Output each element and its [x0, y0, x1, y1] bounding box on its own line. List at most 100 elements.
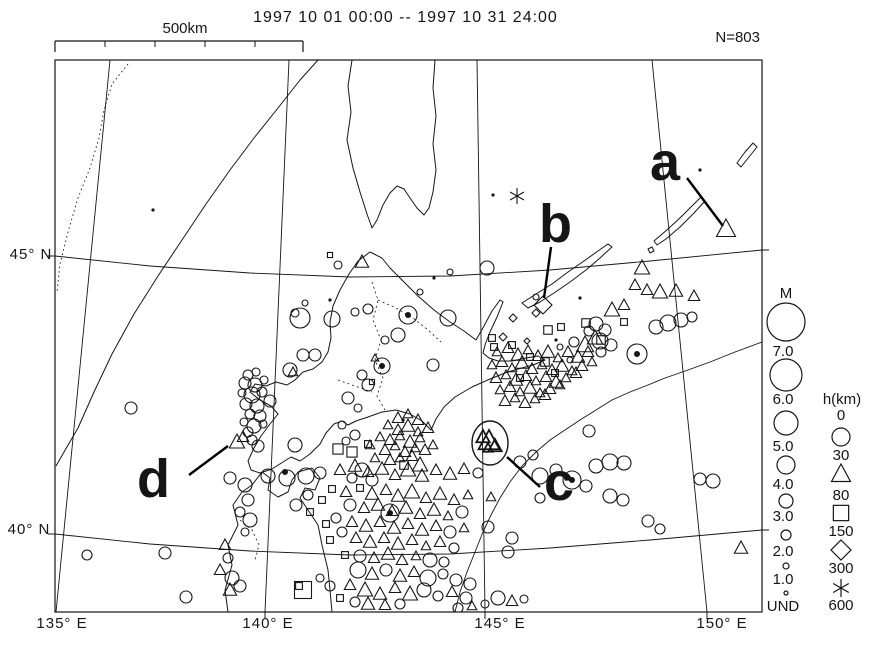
event-epicenter-square — [557, 323, 565, 331]
legend-m-label: 6.0 — [772, 391, 794, 408]
event-epicenter-circle — [179, 590, 193, 604]
event-epicenter-square — [368, 378, 376, 386]
event-epicenter-triangle — [379, 482, 393, 496]
event-epicenter-triangle — [505, 593, 519, 607]
event-epicenter-circle — [240, 527, 250, 537]
event-epicenter-circle — [598, 323, 612, 337]
event-epicenter-circle — [244, 408, 256, 420]
event-epicenter-triangle — [382, 418, 394, 430]
event-epicenter-square — [293, 580, 313, 600]
event-epicenter-dot — [432, 276, 436, 280]
lon-label-140e: 140° E — [242, 615, 294, 632]
event-epicenter-triangle — [447, 492, 461, 506]
event-epicenter-circle — [297, 467, 315, 485]
event-epicenter-triangle — [377, 530, 391, 544]
event-epicenter-triangle — [628, 277, 642, 291]
event-epicenter-triangle — [402, 433, 418, 448]
event-epicenter-circle — [222, 552, 234, 564]
event-epicenter-triangle — [383, 432, 397, 446]
event-epicenter-square — [551, 369, 559, 377]
event-epicenter-circle — [350, 307, 360, 317]
event-epicenter-triangle — [529, 392, 541, 404]
event-epicenter-triangle — [510, 346, 526, 361]
event-epicenter-square — [332, 443, 344, 455]
event-epicenter-triangle — [575, 358, 589, 372]
event-epicenter-triangle — [398, 444, 412, 458]
legend-magnitude-circle — [780, 529, 792, 541]
event-epicenter-circle — [238, 376, 252, 390]
event-epicenter-circle — [583, 325, 595, 337]
legend-m-label: 3.0 — [772, 508, 794, 525]
event-epicenter-triangle — [530, 374, 542, 386]
legend-magnitude-circle — [769, 358, 803, 392]
event-epicenter-circle — [693, 472, 707, 486]
event-epicenter-triangle — [403, 482, 421, 499]
event-epicenter-circle — [659, 314, 677, 332]
event-epicenter-circle — [259, 375, 269, 385]
event-epicenter-triangle — [429, 462, 443, 476]
legend-depth-label: 300 — [828, 560, 854, 577]
event-epicenter-circle — [336, 526, 348, 538]
event-epicenter-triangle — [457, 461, 471, 475]
event-epicenter-triangle — [687, 288, 701, 302]
event-epicenter-circle — [562, 470, 582, 490]
event-epicenter-triangle — [218, 537, 232, 551]
event-epicenter-triangle — [426, 501, 442, 516]
event-epicenter-triangle — [402, 407, 414, 419]
event-epicenter-triangle — [432, 485, 448, 500]
event-count: N=803 — [715, 29, 760, 46]
legend-m-label: 7.0 — [772, 343, 794, 360]
legend-m-label: 1.0 — [772, 571, 794, 588]
annotation-pointer-d — [188, 445, 229, 476]
event-epicenter-circle — [343, 498, 357, 512]
event-epicenter-triangle — [419, 490, 433, 504]
event-epicenter-triangle — [405, 448, 419, 462]
event-epicenter-triangle — [481, 441, 495, 453]
lat-label-45n: 45° N — [9, 246, 53, 263]
event-epicenter-circle — [455, 505, 469, 519]
coastline-dotted — [56, 63, 129, 293]
legend-depth-label: 0 — [836, 407, 846, 424]
event-epicenter-triangle — [395, 552, 409, 566]
event-epicenter-circle — [353, 403, 363, 413]
event-epicenter-square — [488, 334, 496, 342]
event-epicenter-circle — [379, 563, 393, 577]
event-epicenter-triangle — [372, 585, 388, 600]
event-epicenter-circle — [459, 591, 473, 605]
event-epicenter-triangle — [414, 467, 430, 482]
event-epicenter-circle — [349, 596, 361, 608]
event-epicenter-triangle — [369, 451, 381, 463]
event-epicenter-triangle — [586, 328, 604, 345]
event-epicenter-circle — [333, 260, 343, 270]
annotation-letter-c: c — [544, 452, 575, 512]
legend-m-label: 2.0 — [772, 543, 794, 560]
event-epicenter-triangle — [357, 500, 371, 514]
event-epicenter-triangle — [442, 509, 454, 521]
event-epicenter-square — [295, 582, 303, 590]
event-epicenter-triangle — [486, 437, 504, 453]
event-epicenter-square — [328, 485, 336, 493]
event-epicenter-triangle — [617, 297, 631, 311]
event-epicenter-triangle — [536, 358, 548, 370]
coastline — [521, 243, 613, 309]
event-epicenter-triangle — [391, 410, 405, 424]
event-epicenter-circle — [390, 327, 406, 343]
event-epicenter-triangle — [333, 462, 347, 476]
event-epicenter-triangle — [388, 467, 402, 481]
event-epicenter-triangle — [543, 381, 557, 395]
event-epicenter-triangle — [378, 442, 392, 456]
event-epicenter-triangle — [522, 343, 534, 355]
event-epicenter-circle — [439, 309, 457, 327]
map-content — [55, 60, 762, 612]
event-epicenter-triangle — [399, 460, 417, 477]
event-epicenter-circle — [579, 479, 593, 493]
event-epicenter-triangle — [509, 391, 521, 403]
legend-depth-asterisk — [832, 579, 850, 597]
event-epicenter-circle — [308, 348, 322, 362]
event-epicenter-circle — [602, 488, 618, 504]
event-epicenter-circle — [241, 493, 255, 507]
event-epicenter-circle — [416, 582, 432, 598]
event-epicenter-circle — [256, 386, 268, 398]
event-epicenter-triangle — [538, 387, 552, 401]
